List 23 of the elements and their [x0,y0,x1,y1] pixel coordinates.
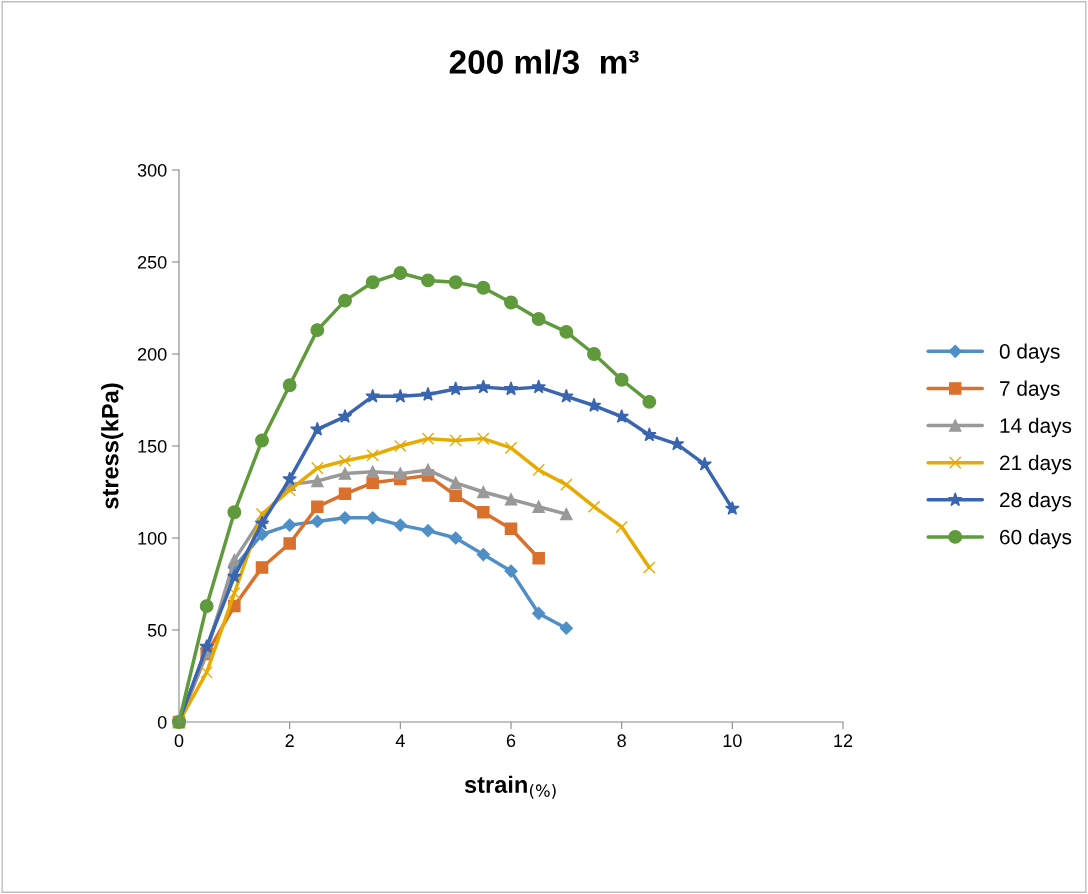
x-tick-label: 2 [285,734,294,747]
legend-label: 28 days [1000,491,1072,512]
chart-title: 200 ml/3 m³ [449,49,639,75]
y-tick-label: 200 [137,347,167,361]
y-tick-label: 150 [138,439,167,453]
x-tick-label: 6 [506,734,516,748]
legend-label: 7 days [1000,380,1060,401]
x-tick-label: 12 [834,734,853,747]
x-tick-label: 4 [395,734,405,747]
y-tick-label: 300 [137,163,167,177]
x-tick-label: 8 [617,734,626,748]
x-tick-label: 10 [723,734,742,748]
y-tick-label: 0 [157,715,167,729]
x-tick-label: 0 [174,734,184,748]
y-tick-label: 100 [138,531,167,545]
x-axis-title: strain$_{(%)}$ [464,775,556,799]
legend-label: 14 days [1000,417,1072,438]
legend-label: 21 days [1000,454,1072,475]
y-axis-title: stress(kPa) [101,383,124,509]
legend-label: 0 days [999,343,1060,363]
legend-label: 60 days [1000,529,1072,549]
y-tick-label: 250 [137,255,167,269]
y-tick-label: 50 [147,623,167,637]
